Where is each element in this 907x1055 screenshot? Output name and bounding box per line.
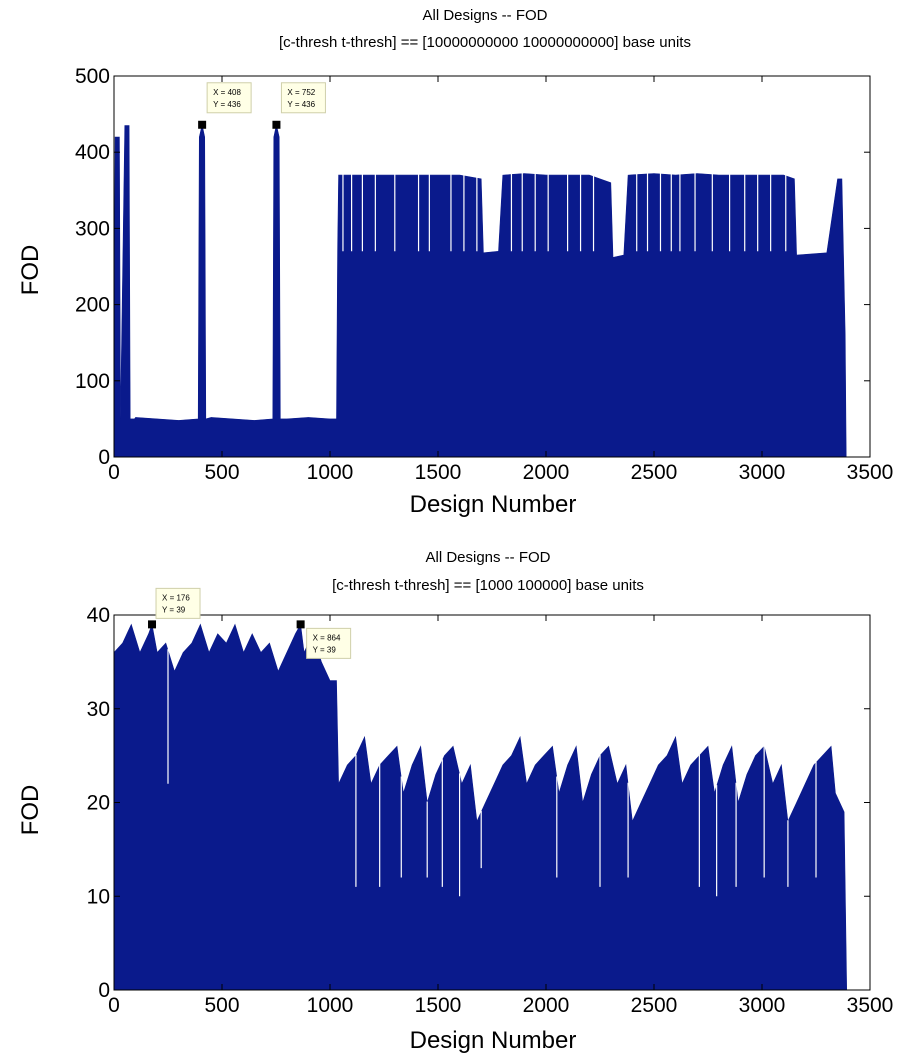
datatip-x: X = 408 (213, 88, 241, 97)
bottom-chart-bars (113, 615, 870, 991)
x-tick-label: 2500 (631, 994, 678, 1017)
datatip-box (280, 82, 326, 114)
x-tick-label: 2000 (523, 461, 570, 484)
datatip-y: Y = 436 (213, 100, 241, 109)
x-tick-label: 0 (108, 461, 120, 484)
datatip-marker (296, 620, 305, 629)
top-chart-panel: All Designs -- FOD [c-thresh t-thresh] =… (17, 7, 893, 518)
datatip-x: X = 752 (287, 88, 315, 97)
y-tick-label: 20 (87, 792, 110, 815)
top-chart-annotations: X = 408 Y = 436 X = 752 Y = 436 (198, 82, 326, 129)
x-tick-label: 1000 (307, 461, 354, 484)
y-tick-label: 10 (87, 885, 110, 908)
bottom-chart-subtitle: [c-thresh t-thresh] == [1000 100000] bas… (332, 577, 644, 594)
x-tick-label: 500 (204, 461, 239, 484)
datatip-x: X = 864 (313, 633, 341, 642)
x-tick-label: 0 (108, 994, 120, 1017)
top-chart-axes: 0 500 1000 1500 2000 2500 3000 3500 0 100 200 300 40… (75, 65, 893, 484)
x-tick-label: 1000 (307, 994, 354, 1017)
y-tick-label: 0 (98, 446, 110, 469)
bottom-chart-ylabel: FOD (17, 785, 44, 836)
datatip-marker (198, 120, 207, 129)
bottom-chart-title: All Designs -- FOD (425, 549, 550, 566)
x-tick-label: 1500 (415, 461, 462, 484)
datatip-marker (272, 120, 281, 129)
bottom-chart-axes: 0 500 1000 1500 2000 2500 3000 3500 0 10 20 30 40 (87, 604, 894, 1017)
datatip-y: Y = 39 (162, 605, 186, 614)
datatip-marker (148, 620, 157, 629)
bar-series (113, 623, 848, 991)
y-tick-label: 300 (75, 217, 110, 240)
y-tick-label: 100 (75, 370, 110, 393)
y-tick-label: 400 (75, 141, 110, 164)
top-chart-title: All Designs -- FOD (422, 7, 547, 24)
top-chart-bars (113, 76, 870, 458)
x-tick-label: 3500 (847, 461, 894, 484)
y-tick-label: 500 (75, 65, 110, 88)
x-tick-label: 3000 (739, 994, 786, 1017)
bottom-chart-annotations: X = 176 Y = 39 X = 864 Y = 39 (148, 587, 352, 659)
datatip-box (306, 627, 352, 659)
y-tick-label: 0 (98, 979, 110, 1002)
y-tick-label: 40 (87, 604, 110, 627)
bottom-chart-xlabel: Design Number (410, 1027, 577, 1054)
y-tick-label: 200 (75, 294, 110, 317)
top-chart-subtitle: [c-thresh t-thresh] == [10000000000 1000… (279, 34, 691, 51)
bottom-chart-panel: All Designs -- FOD [c-thresh t-thresh] =… (17, 549, 893, 1054)
y-tick-label: 30 (87, 698, 110, 721)
x-tick-label: 3000 (739, 461, 786, 484)
datatip-y: Y = 39 (313, 645, 337, 654)
x-tick-label: 2500 (631, 461, 678, 484)
x-tick-label: 2000 (523, 994, 570, 1017)
datatip-box (155, 587, 201, 619)
top-chart-ylabel: FOD (17, 245, 44, 296)
top-chart-xlabel: Design Number (410, 491, 577, 518)
datatip-y: Y = 436 (287, 100, 315, 109)
datatip-box (206, 82, 252, 114)
x-tick-label: 500 (204, 994, 239, 1017)
x-tick-label: 3500 (847, 994, 894, 1017)
plot-frame (113, 75, 871, 458)
x-tick-label: 1500 (415, 994, 462, 1017)
datatip-x: X = 176 (162, 593, 190, 602)
